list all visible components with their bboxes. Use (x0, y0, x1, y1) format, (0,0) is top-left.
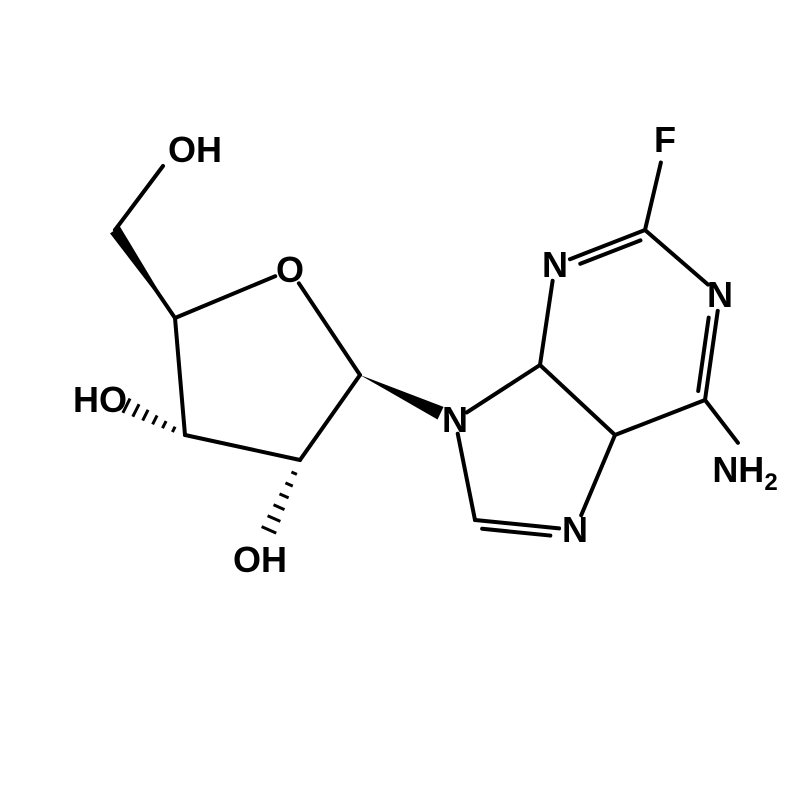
svg-text:N: N (707, 274, 733, 315)
svg-text:HO: HO (73, 379, 127, 420)
svg-text:NH2: NH2 (712, 449, 777, 496)
svg-text:N: N (542, 244, 568, 285)
svg-text:OH: OH (233, 539, 287, 580)
svg-text:N: N (442, 399, 468, 440)
svg-text:N: N (562, 509, 588, 550)
svg-text:F: F (654, 119, 676, 160)
svg-text:O: O (276, 249, 304, 290)
svg-text:OH: OH (168, 129, 222, 170)
